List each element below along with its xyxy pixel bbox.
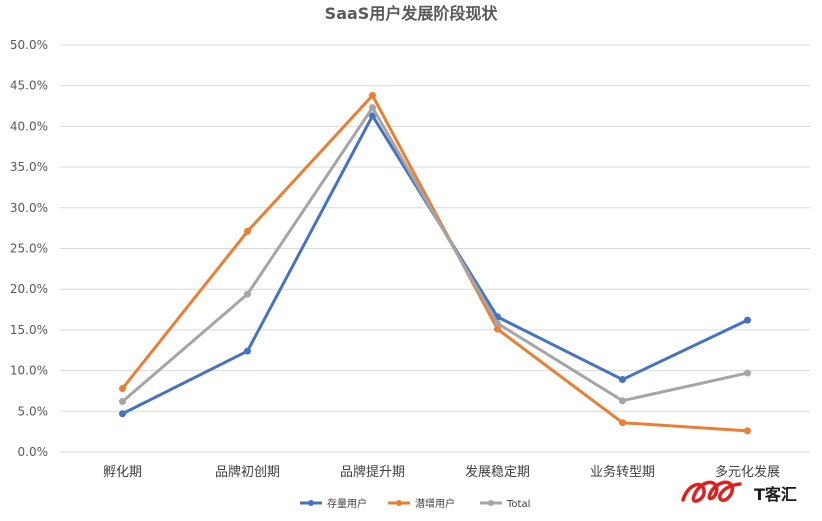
legend-swatch-marker (488, 500, 494, 506)
legend-swatch-marker (396, 500, 402, 506)
chart-title: SaaS用户发展阶段现状 (325, 4, 499, 23)
legend-item: Total (480, 499, 530, 510)
y-tick-label: 45.0% (10, 79, 48, 93)
y-tick-label: 35.0% (10, 160, 48, 174)
data-point (119, 385, 126, 393)
data-point (619, 376, 626, 384)
data-point (244, 347, 251, 355)
legend-label: Total (506, 499, 530, 510)
gridlines (60, 44, 810, 453)
data-point (119, 398, 126, 406)
legend-swatch-marker (308, 500, 314, 506)
legend-item: 潜增用户 (388, 497, 455, 510)
legend: 存量用户 潜增用户 Total (300, 497, 530, 510)
x-axis-categories: 孵化期 品牌初创期 品牌提升期 发展稳定期 业务转型期 多元化发展 (103, 464, 780, 480)
y-tick-label: 0.0% (18, 445, 49, 459)
watermark-logo: T客汇 (681, 480, 797, 504)
y-tick-label: 20.0% (10, 282, 48, 296)
data-point (369, 91, 376, 99)
watermark-text: T客汇 (754, 485, 797, 504)
y-tick-label: 10.0% (10, 364, 48, 378)
data-point (244, 227, 251, 235)
series-lines (119, 91, 751, 435)
series-2 (119, 104, 751, 406)
data-point (244, 290, 251, 298)
series-0 (119, 112, 751, 418)
watermark-script-mark (681, 480, 742, 503)
legend-label: 存量用户 (327, 497, 367, 510)
y-tick-label: 50.0% (10, 38, 48, 52)
x-category-label: 业务转型期 (590, 464, 655, 480)
x-category-label: 品牌初创期 (215, 464, 280, 480)
series-1 (119, 91, 751, 435)
data-point (369, 104, 376, 112)
data-point (619, 419, 626, 427)
data-point (619, 397, 626, 405)
y-tick-label: 25.0% (10, 242, 48, 256)
y-tick-label: 30.0% (10, 201, 48, 215)
data-point (494, 319, 501, 327)
series-line (121, 114, 749, 416)
x-category-label: 孵化期 (103, 465, 142, 480)
x-category-label: 发展稳定期 (465, 464, 530, 480)
y-tick-label: 5.0% (18, 404, 49, 418)
data-point (119, 410, 126, 418)
legend-item: 存量用户 (300, 497, 367, 510)
y-tick-label: 15.0% (10, 323, 48, 337)
data-point (369, 112, 376, 120)
data-point (744, 369, 751, 377)
series-line (121, 106, 748, 403)
x-category-label: 多元化发展 (715, 464, 780, 480)
y-tick-label: 40.0% (10, 119, 48, 133)
series-line (121, 93, 748, 433)
x-category-label: 品牌提升期 (340, 464, 405, 480)
data-point (494, 325, 501, 333)
data-point (744, 316, 751, 324)
data-point (744, 427, 751, 435)
y-axis-ticks: 0.0% 5.0% 10.0% 15.0% 20.0% 25.0% 30.0% 35.0% 40… (10, 38, 48, 459)
legend-label: 潜增用户 (415, 497, 455, 510)
